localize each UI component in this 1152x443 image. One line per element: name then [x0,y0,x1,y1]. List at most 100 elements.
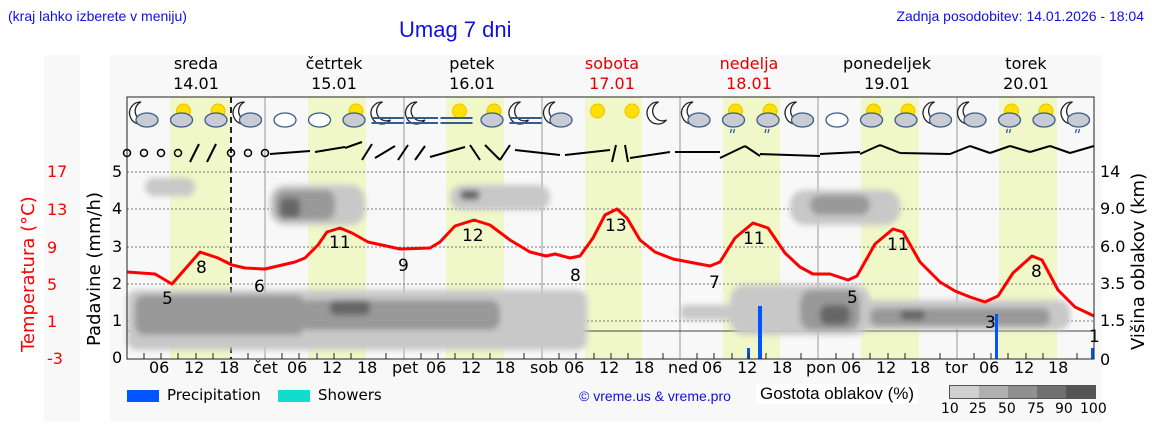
cloud-height-tick: 0 [1100,350,1111,369]
moon-cloud-icon [956,101,987,128]
x-tick-label: 12 [1014,358,1035,377]
x-tick-label: 06 [564,358,585,377]
cloud-icon [825,112,849,128]
precip-tick: 5 [112,162,123,181]
sun-cloud-icon [859,103,884,128]
svg-text:5: 5 [847,288,858,308]
moon-fog-icon [508,101,542,125]
x-tick-label: 18 [634,358,655,377]
weather-icons-row [128,101,1091,134]
showers-swatch [278,390,310,402]
moon-cloud-icon [232,101,263,128]
density-tick: 10 [941,401,959,417]
density-tick: 75 [1027,401,1045,417]
x-tick-label: ned [668,358,699,377]
moon-cloud-icon [680,101,711,128]
x-tick-label: 06 [287,358,308,377]
moon-fog-icon [404,101,438,125]
cloud-density-title: Gostota oblakov (%) [756,384,919,404]
cloud-cover-layer [127,178,1070,350]
svg-text:11: 11 [329,233,351,253]
svg-text:8: 8 [1031,262,1042,282]
moon-fog-icon [370,101,404,125]
temp-tick: 17 [47,162,68,181]
svg-text:6: 6 [254,277,265,297]
temp-tick: 13 [47,200,68,219]
sun-cloud-icon [342,103,366,128]
x-tick-label: 06 [149,358,170,377]
cloud-icon [307,112,332,128]
x-tick-label: pet [392,358,419,377]
sun-cloud-icon [480,103,504,128]
svg-text:9: 9 [398,256,409,276]
moon-cloud-icon [128,101,159,128]
page-title: Umag 7 dni [399,17,512,42]
cloud-height-tick: 3.5 [1100,274,1126,293]
daylight-bands [170,97,1057,359]
sun-icon [590,103,605,119]
density-tick: 25 [969,401,987,417]
svg-text:5: 5 [162,289,173,309]
precip-tick: 2 [112,274,123,293]
x-tick-label: pon [806,358,837,377]
sun-cloud-icon [1032,103,1056,128]
temp-tick: 5 [47,275,58,294]
x-tick-label: 18 [910,358,931,377]
x-tick-label: 12 [322,358,343,377]
cloud-density-scale [949,385,1096,399]
svg-text:11: 11 [743,229,765,249]
cloud-height-tick: 9.0 [1100,199,1126,218]
moon-cloud-icon [542,101,573,128]
svg-text:8: 8 [570,266,581,286]
sun-fog-icon [440,103,473,124]
temp-axis-panel [44,55,80,422]
x-tick-label: 12 [876,358,897,377]
svg-text:8: 8 [196,258,207,278]
day-label: sreda 14.01 [173,54,219,93]
x-tick-label: 18 [1048,358,1069,377]
temperature-axis-title: Temperatura (°C) [18,196,39,352]
moon-cloud-icon [922,101,953,128]
x-tick-label: 06 [702,358,723,377]
precipitation-axis-title: Padavine (mm/h) [84,192,105,346]
sun-cloud-rain-icon [997,103,1022,134]
x-tick-label: 18 [772,358,793,377]
precip-tick: 4 [112,199,123,218]
density-tick: 100 [1080,401,1107,417]
day-label-weekend: sobota 17.01 [584,54,640,93]
temp-tick: -3 [47,349,63,368]
svg-text:11: 11 [887,235,909,255]
cloud-height-tick: 1.5 [1100,311,1126,330]
cloud-height-axis-title: Višina oblakov (km) [1128,172,1149,350]
day-label: ponedeljek 19.01 [843,54,931,93]
density-tick: 90 [1055,401,1073,417]
day-label: torek 20.01 [1003,54,1049,93]
copyright-link[interactable]: © vreme.us & vreme.pro [579,388,731,404]
x-tick-label: sob [530,358,559,377]
precipitation-legend-label: Precipitation [167,386,261,404]
moon-icon [646,101,668,125]
last-update: Zadnja posodobitev: 14.01.2026 - 18:04 [896,8,1144,24]
temperature-labels: 5 8 6 11 9 12 8 13 7 11 5 11 3 8 1 [162,216,1100,347]
x-tick-label: 06 [979,358,1000,377]
svg-text:13: 13 [605,216,627,236]
x-tick-label: 18 [219,358,240,377]
svg-text:7: 7 [709,273,720,293]
svg-text:3: 3 [985,313,996,333]
region-hint-link[interactable]: (kraj lahko izberete v meniju) [8,8,187,24]
cloud-height-tick: 14 [1100,162,1121,181]
sun-cloud-icon [204,103,228,128]
temp-tick: 9 [47,238,58,257]
showers-legend-label: Showers [318,386,382,404]
x-tick-label: 18 [357,358,378,377]
day-label-weekend: nedelja 18.01 [719,54,779,93]
temperature-line [126,207,1095,318]
x-tick-label: 18 [495,358,516,377]
sun-icon [624,103,640,119]
precipitation-swatch [127,390,159,402]
day-label: petek 16.01 [449,54,495,93]
x-tick-label: 06 [426,358,447,377]
x-tick-label: 12 [737,358,758,377]
x-tick-label: 12 [599,358,620,377]
